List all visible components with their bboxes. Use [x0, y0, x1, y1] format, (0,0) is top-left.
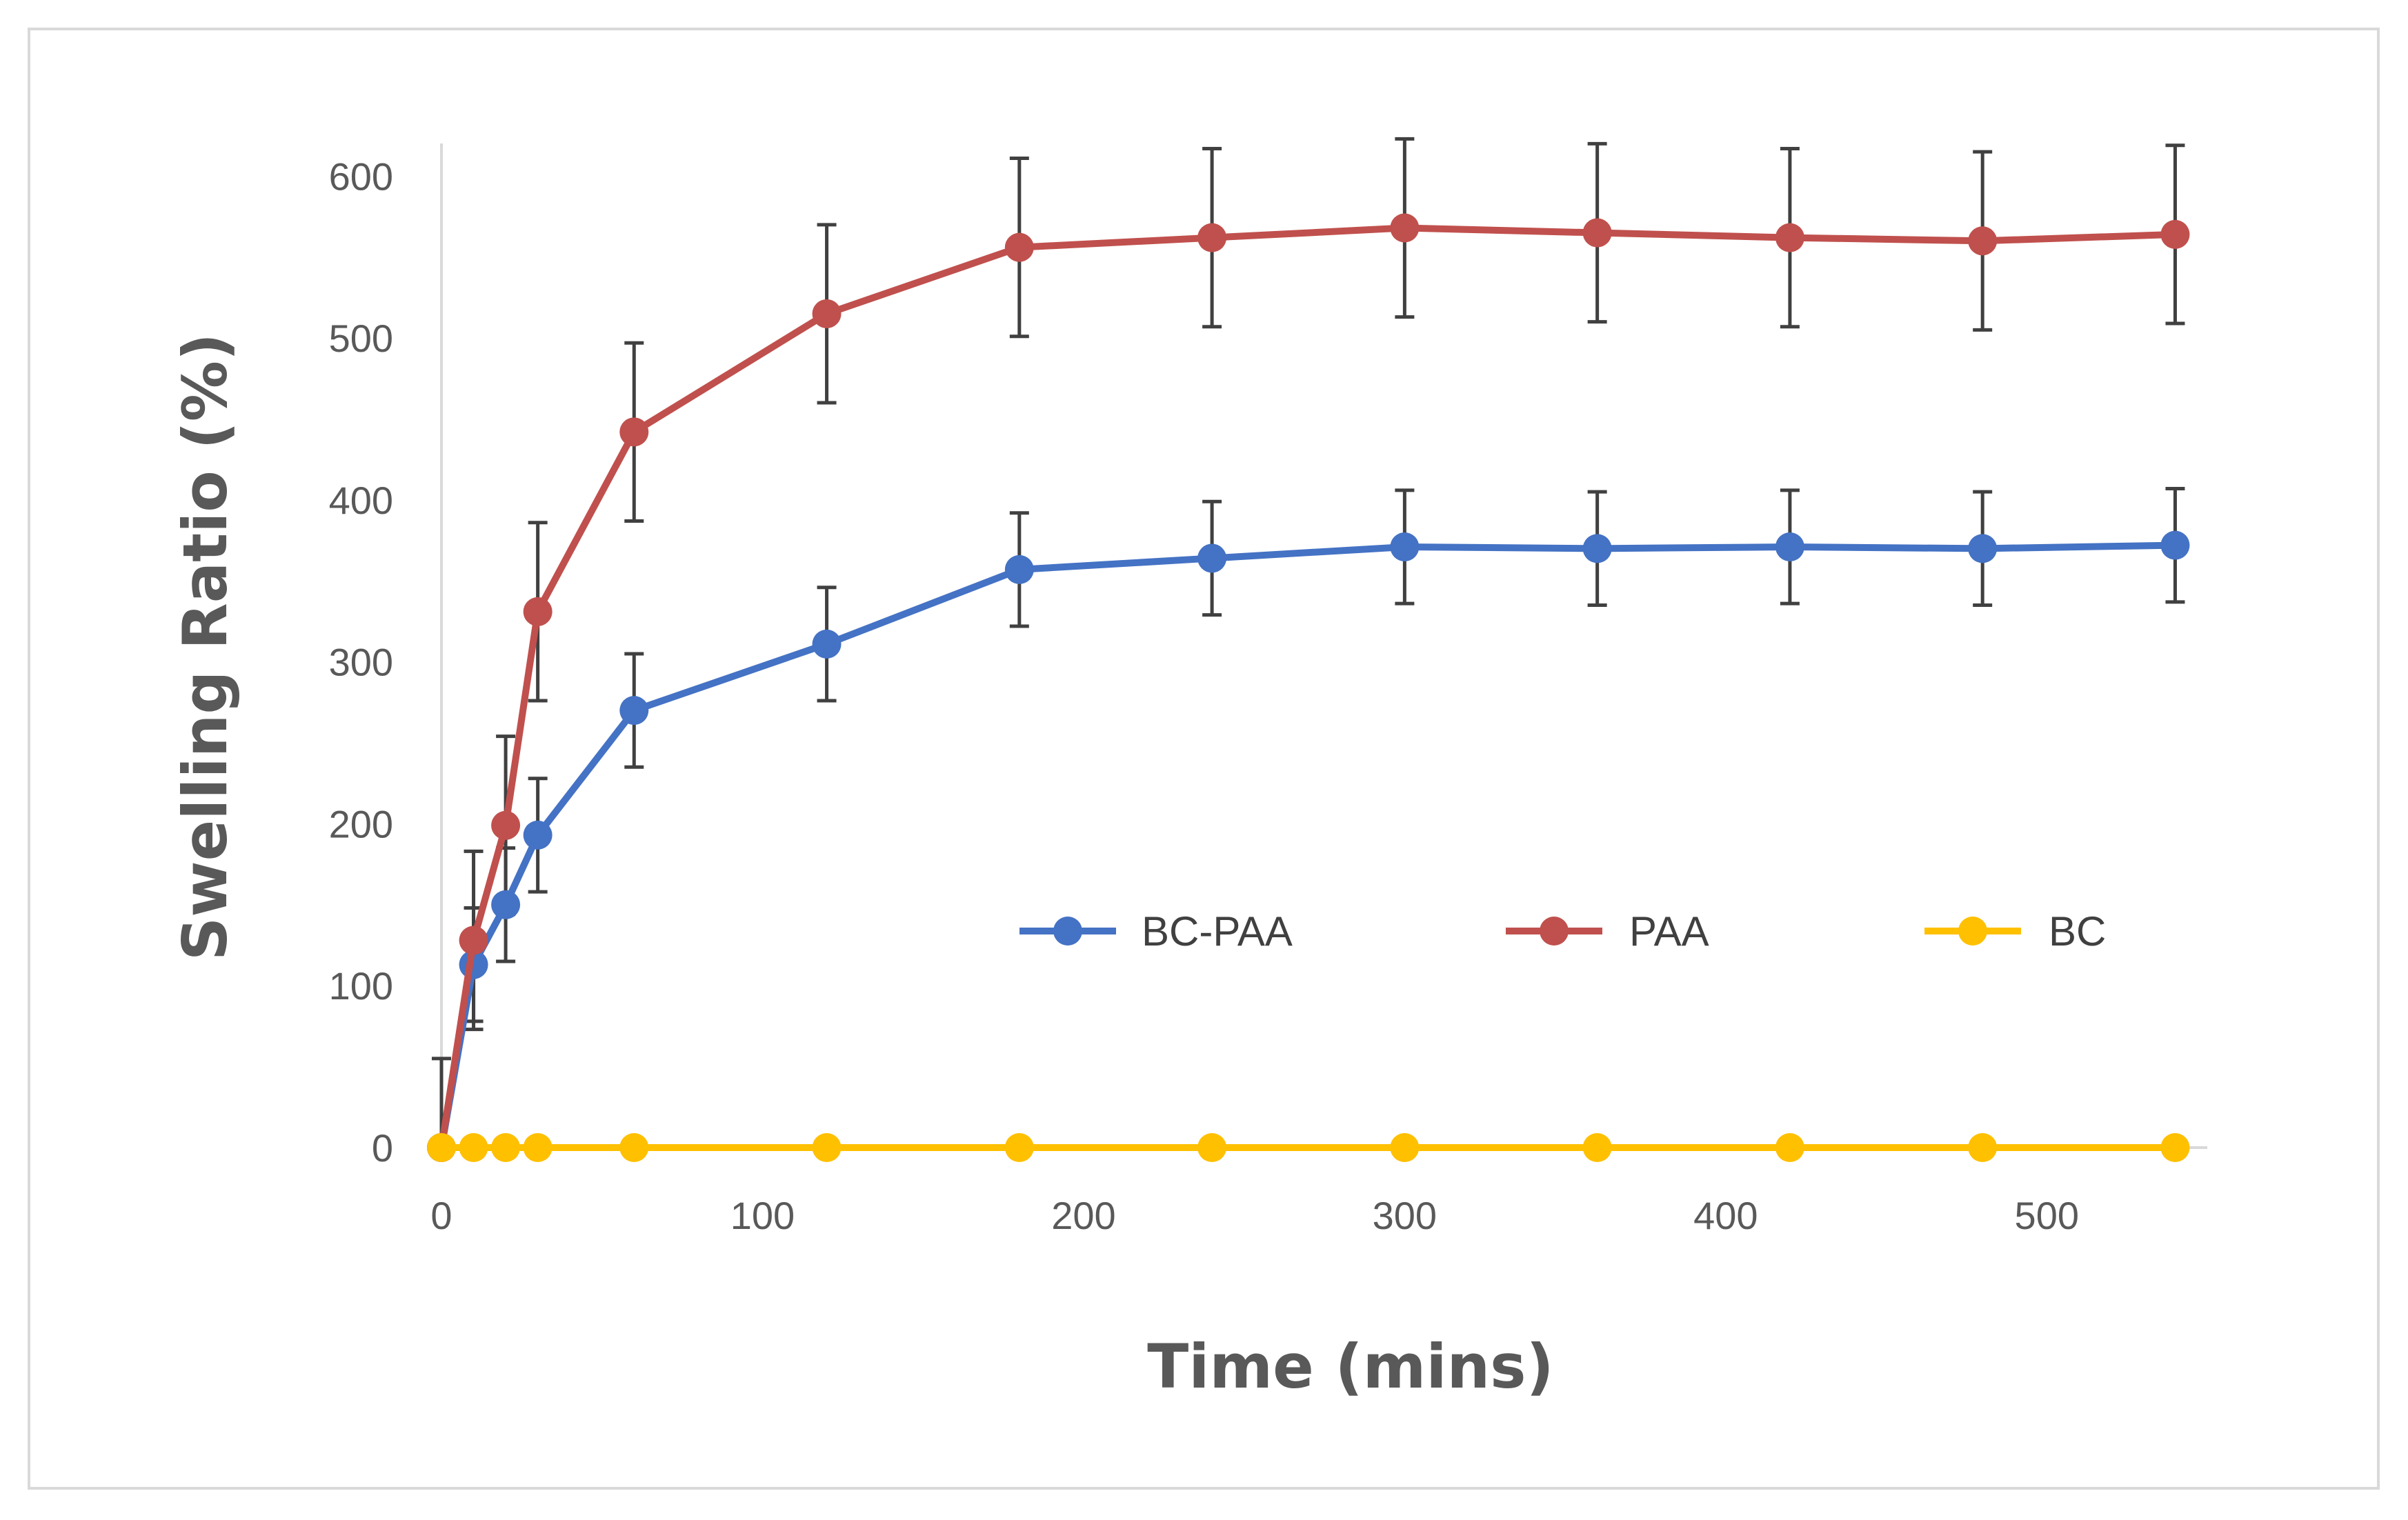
data-point-paa	[1582, 218, 1612, 248]
x-tick-label: 300	[1373, 1194, 1437, 1237]
y-tick-label: 200	[329, 802, 393, 846]
data-point-bc	[427, 1133, 456, 1162]
legend-label-bc-paa: BC-PAA	[1142, 908, 1293, 954]
data-point-bc	[491, 1133, 521, 1162]
x-tick-label: 200	[1051, 1194, 1115, 1237]
data-point-paa	[1968, 226, 1998, 256]
legend-marker-paa	[1540, 917, 1569, 946]
data-point-bc-paa	[1775, 532, 1804, 562]
data-point-bc-paa	[619, 696, 649, 726]
data-point-bc-paa	[812, 629, 842, 659]
y-tick-label: 600	[329, 154, 393, 198]
data-point-bc-paa	[1582, 534, 1612, 563]
data-point-bc-paa	[1004, 554, 1034, 584]
series-line-bc-paa	[438, 541, 2176, 1148]
x-tick-label: 500	[2015, 1194, 2079, 1237]
legend-marker-bc	[1958, 917, 1987, 946]
data-point-bc	[1004, 1133, 1034, 1162]
x-tick-label: 0	[430, 1194, 452, 1237]
data-point-bc	[1968, 1133, 1998, 1162]
data-point-paa	[491, 810, 521, 840]
data-point-paa	[1390, 213, 1420, 243]
data-point-bc	[1197, 1133, 1227, 1162]
x-tick-label: 100	[730, 1194, 795, 1237]
data-point-bc	[2160, 1133, 2190, 1162]
data-point-bc	[523, 1133, 553, 1162]
y-tick-label: 100	[329, 964, 393, 1008]
legend-label-bc: BC	[2049, 908, 2106, 954]
data-point-bc	[812, 1133, 842, 1162]
data-point-paa	[1004, 232, 1034, 262]
x-tick-label: 400	[1693, 1194, 1758, 1237]
data-point-paa	[2160, 219, 2190, 249]
data-point-paa	[619, 417, 649, 447]
data-point-bc-paa	[523, 820, 553, 850]
y-tick-label: 0	[372, 1126, 393, 1170]
data-point-paa	[1197, 223, 1227, 252]
y-tick-label: 300	[329, 641, 393, 684]
chart-frame	[28, 28, 2380, 1490]
data-point-bc	[1582, 1133, 1612, 1162]
data-point-bc-paa	[1390, 532, 1420, 562]
data-point-bc	[1390, 1133, 1420, 1162]
y-tick-label: 400	[329, 479, 393, 522]
data-point-paa	[523, 597, 553, 626]
data-point-bc	[459, 1133, 488, 1162]
legend-marker-bc-paa	[1053, 917, 1082, 946]
data-point-paa	[812, 299, 842, 328]
data-point-bc	[1775, 1133, 1804, 1162]
data-point-bc-paa	[2160, 530, 2190, 560]
data-point-paa	[1775, 223, 1804, 252]
data-point-bc-paa	[1968, 534, 1998, 563]
data-point-bc-paa	[491, 890, 521, 919]
y-tick-label: 500	[329, 317, 393, 360]
data-point-bc	[619, 1133, 649, 1162]
data-point-paa	[459, 926, 488, 955]
legend-label-paa: PAA	[1629, 908, 1709, 954]
x-axis-title: Time (mins)	[1147, 1331, 1554, 1402]
y-axis-title: Swelling Ratio (%)	[170, 333, 241, 961]
data-point-bc-paa	[1197, 543, 1227, 573]
